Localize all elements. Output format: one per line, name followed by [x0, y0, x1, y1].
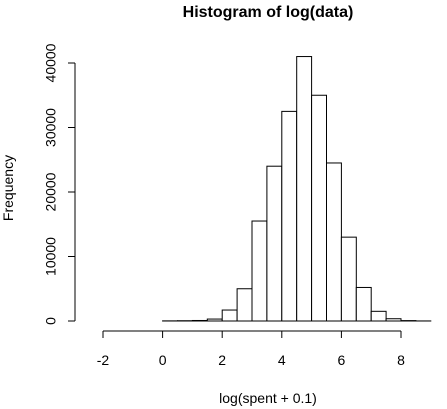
histogram-bar — [191, 319, 208, 322]
y-axis-label: Frequency — [0, 155, 16, 221]
x-tick-label: 2 — [218, 352, 226, 368]
x-tick-label: 0 — [159, 352, 167, 368]
histogram-bar — [296, 56, 313, 322]
y-tick-label: 40000 — [43, 43, 59, 82]
histogram-bars — [162, 56, 432, 322]
y-axis: 0 10000 20000 30000 40000 — [43, 43, 76, 325]
x-tick-label: 4 — [278, 352, 286, 368]
histogram-bar — [370, 310, 387, 322]
y-tick-label: 10000 — [43, 237, 59, 276]
histogram-bar — [355, 286, 372, 322]
x-tick-label: 6 — [338, 352, 346, 368]
histogram-bar — [266, 165, 283, 322]
histogram-bar — [340, 236, 357, 322]
chart-title: Histogram of log(data) — [183, 4, 354, 21]
histogram-bar — [251, 220, 268, 322]
y-tick-label: 30000 — [43, 108, 59, 147]
histogram-bar — [311, 94, 328, 322]
x-tick-label: 8 — [397, 352, 405, 368]
y-tick-label: 0 — [43, 317, 59, 325]
y-tick-label: 20000 — [43, 172, 59, 211]
x-axis: -2 0 2 4 6 8 — [97, 330, 405, 368]
x-tick-label: -2 — [97, 352, 110, 368]
histogram-bar — [236, 288, 253, 322]
histogram-bar — [385, 318, 402, 322]
x-axis-label: log(spent + 0.1) — [219, 390, 317, 406]
histogram-bar — [221, 309, 238, 322]
histogram-bar — [281, 110, 298, 322]
histogram-bar — [326, 162, 342, 322]
histogram-bar — [206, 318, 223, 322]
